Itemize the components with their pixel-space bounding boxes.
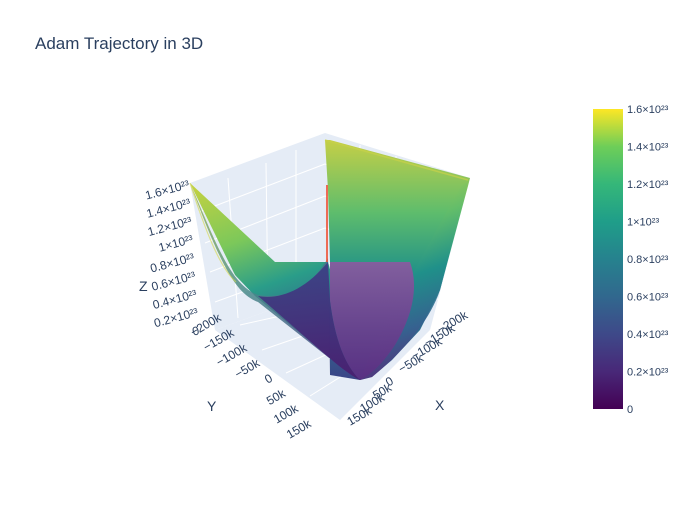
surface-valley-floor [258, 262, 360, 380]
colorbar-ticks: 0 0.2×10²³ 0.4×10²³ 0.6×10²³ 0.8×10²³ 1×10²³ 1… [627, 104, 669, 416]
y-tick-label: 50k [264, 386, 289, 408]
colorbar-tick-label: 0.6×10²³ [627, 292, 669, 304]
colorbar[interactable] [593, 109, 623, 409]
x-axis-title: X [435, 397, 445, 413]
colorbar-tick-label: 0.2×10²³ [627, 367, 669, 379]
z-tick-label: 0 [191, 323, 201, 338]
colorbar-tick-label: 0.8×10²³ [627, 254, 669, 266]
surface-front-face [330, 262, 415, 380]
surface-plot[interactable] [189, 139, 470, 380]
colorbar-tick-label: 0 [627, 404, 633, 416]
z-axis-ticks: 00.2×10²³0.4×10²³0.6×10²³0.8×10²³1×10²³1… [144, 177, 201, 338]
chart-title: Adam Trajectory in 3D [35, 34, 204, 53]
z-axis-title: Z [139, 278, 148, 294]
colorbar-tick-label: 0.4×10²³ [627, 329, 669, 341]
colorbar-tick-label: 1.2×10²³ [627, 179, 669, 191]
y-tick-label: 0 [262, 371, 275, 387]
y-axis-title: Y [207, 398, 217, 414]
surface-rim-back [324, 139, 469, 181]
colorbar-tick-label: 1.4×10²³ [627, 142, 669, 154]
surface-rim-left [189, 182, 237, 283]
colorbar-tick-label: 1×10²³ [627, 217, 659, 229]
colorbar-tick-label: 1.6×10²³ [627, 104, 669, 116]
